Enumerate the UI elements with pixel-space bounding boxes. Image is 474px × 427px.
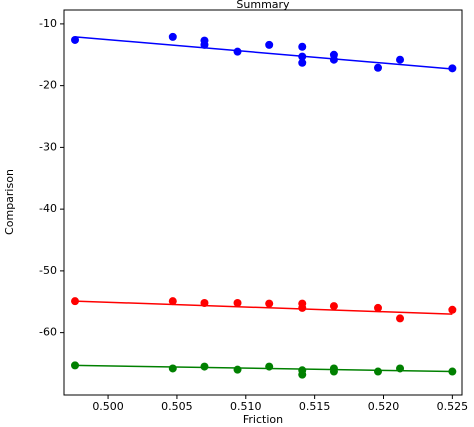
- point: [373, 367, 382, 376]
- x-tick-label: 0.500: [92, 400, 124, 413]
- point: [265, 299, 274, 308]
- x-axis-label: Friction: [243, 413, 283, 426]
- point: [396, 55, 405, 64]
- point: [200, 362, 209, 371]
- y-tick-label: -60: [39, 326, 57, 339]
- x-tick-label: 0.520: [368, 400, 400, 413]
- point: [71, 361, 80, 370]
- point: [168, 32, 177, 41]
- fit-line: [75, 364, 453, 373]
- plot-frame: [63, 9, 463, 396]
- point: [373, 303, 382, 312]
- point: [298, 370, 307, 379]
- fit-line: [74, 36, 453, 70]
- point: [233, 365, 242, 374]
- point: [168, 364, 177, 373]
- y-tick-label: -50: [39, 264, 57, 277]
- point: [200, 40, 209, 49]
- point: [265, 362, 274, 371]
- point: [71, 35, 80, 44]
- point: [396, 364, 405, 373]
- point: [329, 302, 338, 311]
- point: [298, 52, 307, 61]
- fit-line: [74, 300, 453, 315]
- y-tick-label: -40: [39, 202, 57, 215]
- point: [298, 303, 307, 312]
- x-tick-label: 0.510: [230, 400, 262, 413]
- x-tick-label: 0.505: [161, 400, 193, 413]
- point: [71, 297, 80, 306]
- point: [265, 40, 274, 49]
- point: [168, 297, 177, 306]
- point: [448, 305, 457, 314]
- point: [448, 367, 457, 376]
- point: [298, 42, 307, 51]
- y-tick-label: -20: [39, 79, 57, 92]
- point: [329, 55, 338, 64]
- point: [233, 47, 242, 56]
- x-tick-label: 0.525: [437, 400, 469, 413]
- y-tick-label: -30: [39, 140, 57, 153]
- x-tick-label: 0.515: [299, 400, 331, 413]
- point: [298, 58, 307, 67]
- point: [373, 63, 382, 72]
- point: [396, 314, 405, 323]
- point: [200, 298, 209, 307]
- point: [448, 64, 457, 73]
- y-tick-label: -10: [39, 17, 57, 30]
- point: [329, 367, 338, 376]
- point: [233, 298, 242, 307]
- chart-title: Summary: [236, 0, 290, 11]
- y-axis-label: Comparison: [3, 169, 16, 235]
